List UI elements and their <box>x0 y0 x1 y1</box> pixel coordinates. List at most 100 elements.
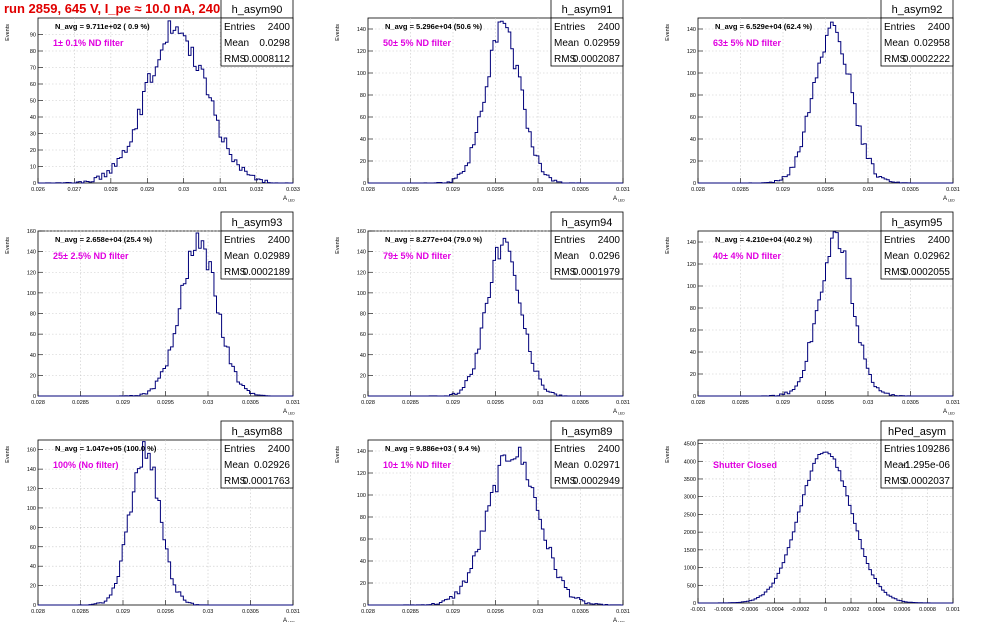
y-tick-label: 100 <box>687 284 696 290</box>
stat-label: RMS <box>884 54 907 65</box>
x-tick-label: 0.0305 <box>572 609 589 615</box>
y-tick-label: 140 <box>357 250 366 256</box>
y-tick-label: 40 <box>360 559 366 565</box>
filter-label: Shutter Closed <box>713 460 777 470</box>
x-axis-label: A LED <box>943 196 955 203</box>
x-tick-label: -0.0002 <box>791 607 810 613</box>
y-tick-label: 2500 <box>684 512 696 518</box>
y-tick-label: 120 <box>687 262 696 268</box>
x-tick-label: 0.028 <box>361 609 375 615</box>
stats-box: h_asym94 Entries 2400 Mean 0.0296 RMS0.000197… <box>550 211 624 280</box>
navg-label: N_avg = 6.529e+04 (62.4 %) <box>715 22 813 31</box>
histogram-name: h_asym88 <box>232 426 283 438</box>
histogram-name: h_asym91 <box>562 4 613 16</box>
filter-label: 40± 4% ND filter <box>713 251 781 261</box>
y-tick-label: 120 <box>357 471 366 477</box>
stat-value: 2400 <box>598 444 621 455</box>
stat-value: 2400 <box>928 235 951 246</box>
y-tick-label: 140 <box>357 449 366 455</box>
x-tick-label: 0.0295 <box>817 400 834 406</box>
x-tick-label: 0.029 <box>446 187 460 193</box>
y-tick-label: 50 <box>30 99 36 105</box>
y-axis-label: Events <box>5 446 11 463</box>
x-tick-label: 0.029 <box>446 400 460 406</box>
stat-label: Entries <box>224 444 255 455</box>
y-tick-label: 100 <box>357 291 366 297</box>
x-tick-label: 0.0285 <box>732 400 749 406</box>
stat-value: 109286 <box>917 444 951 455</box>
stat-label: Entries <box>554 444 585 455</box>
x-tick-label: 0.028 <box>31 400 45 406</box>
y-tick-label: 120 <box>357 49 366 55</box>
histogram-name: hPed_asym <box>888 426 946 438</box>
stat-label: Entries <box>224 22 255 33</box>
y-tick-label: 140 <box>357 27 366 33</box>
stat-value: -1.295e-06 <box>902 460 951 471</box>
histogram-line <box>367 446 623 606</box>
stat-value: 0.02926 <box>254 460 291 471</box>
y-tick-label: 60 <box>360 115 366 121</box>
stat-value: 2400 <box>268 444 291 455</box>
x-tick-label: 0.03 <box>863 187 874 193</box>
x-axis-label: A LED <box>613 618 625 622</box>
x-tick-label: 0.0305 <box>242 400 259 406</box>
x-tick-label: 0.0305 <box>572 187 589 193</box>
histogram-line <box>38 232 294 397</box>
stat-label: Mean <box>224 38 249 49</box>
x-tick-label: 0.031 <box>286 609 300 615</box>
navg-label: N_avg = 2.658e+04 (25.4 %) <box>55 235 153 244</box>
stats-box: h_asym93 Entries 2400 Mean 0.02989 RMS0.00021… <box>220 211 294 280</box>
stat-value: 0.0001979 <box>573 267 621 278</box>
x-tick-label: 0.0295 <box>157 400 174 406</box>
y-tick-label: 140 <box>27 467 36 473</box>
x-tick-label: 0.031 <box>616 609 630 615</box>
y-tick-label: 30 <box>30 132 36 138</box>
histogram-line <box>38 20 294 184</box>
stats-box: h_asym95 Entries 2400 Mean 0.02962 RMS0.00020… <box>880 211 954 280</box>
y-tick-label: 100 <box>357 493 366 499</box>
stat-label: Entries <box>554 235 585 246</box>
stat-label: Entries <box>884 22 915 33</box>
y-tick-label: 60 <box>30 545 36 551</box>
y-tick-label: 3000 <box>684 495 696 501</box>
stats-body-box <box>880 17 954 67</box>
x-tick-label: 0.0285 <box>402 400 419 406</box>
stats-box: h_asym92 Entries 2400 Mean 0.02958 RMS0.00022… <box>880 0 954 67</box>
y-axis-label: Events <box>335 237 341 254</box>
y-tick-label: 80 <box>360 312 366 318</box>
x-tick-label: 0.0285 <box>402 609 419 615</box>
y-tick-label: 0 <box>33 181 36 187</box>
y-axis-label: Events <box>335 446 341 463</box>
histogram-h_asym95: 0.028 0.0285 0.029 0.0295 0.03 0.0305 0.031 0 20… <box>665 211 960 416</box>
y-tick-label: 1500 <box>684 548 696 554</box>
stat-value: 0.02989 <box>254 251 291 262</box>
x-tick-label: 0.03 <box>203 609 214 615</box>
x-tick-label: 0.0285 <box>72 400 89 406</box>
y-tick-label: 120 <box>27 270 36 276</box>
y-tick-label: 4500 <box>684 442 696 448</box>
stat-label: RMS <box>884 476 907 487</box>
y-tick-label: 100 <box>27 291 36 297</box>
y-tick-label: 60 <box>360 332 366 338</box>
y-axis-label: Events <box>335 24 341 41</box>
y-tick-label: 20 <box>360 159 366 165</box>
stat-value: 0.02958 <box>914 38 951 49</box>
stat-label: RMS <box>224 476 247 487</box>
x-tick-label: 0.0004 <box>868 607 885 613</box>
x-tick-label: 0.028 <box>361 187 375 193</box>
y-tick-label: 100 <box>687 71 696 77</box>
stat-label: RMS <box>224 267 247 278</box>
stat-label: Mean <box>884 251 909 262</box>
histogram-h_asym91: 0.028 0.0285 0.029 0.0295 0.03 0.0305 0.031 0 20… <box>335 0 630 203</box>
navg-label: N_avg = 9.711e+02 ( 0.9 %) <box>55 22 150 31</box>
histogram-h_asym90: 0.026 0.027 0.028 0.029 0.03 0.031 0.032 0.033 0… <box>5 0 300 203</box>
y-tick-label: 20 <box>690 372 696 378</box>
x-tick-label: -0.0008 <box>714 607 733 613</box>
stat-value: 2400 <box>268 235 291 246</box>
histogram-line <box>368 237 623 397</box>
histogram-h_asym92: 0.028 0.0285 0.029 0.0295 0.03 0.0305 0.031 0 20… <box>665 0 960 203</box>
stat-label: Mean <box>554 251 579 262</box>
y-axis-label: Events <box>5 24 11 41</box>
y-axis-label: Events <box>665 446 671 463</box>
